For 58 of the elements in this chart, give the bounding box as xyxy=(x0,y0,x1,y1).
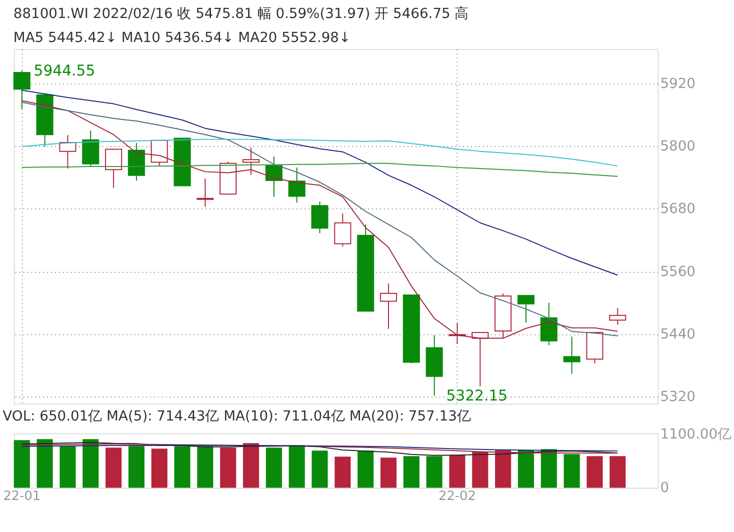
candlestick xyxy=(472,332,489,387)
bar xyxy=(312,450,328,488)
candlestick xyxy=(380,282,398,330)
y-tick-label: 5440 xyxy=(660,326,696,343)
x-tick-label: 22-02 xyxy=(438,489,476,504)
bar xyxy=(449,455,466,488)
candlestick xyxy=(517,294,534,324)
bar xyxy=(288,445,305,488)
bar xyxy=(426,456,442,488)
y-tick-label: 0 xyxy=(660,480,670,496)
line-series xyxy=(21,138,618,166)
candlestick xyxy=(59,134,76,170)
bar xyxy=(610,456,626,488)
x-tick-label: 22-01 xyxy=(3,489,41,504)
text: 881001.WI 2022/02/16 收 5475.81 幅 0.59%(31.97) 开 5466.75 高 xyxy=(13,6,469,22)
bar xyxy=(495,450,512,488)
bar xyxy=(586,456,603,488)
bar xyxy=(403,456,420,488)
y-tick-label: 5800 xyxy=(660,138,696,155)
candlestick xyxy=(288,167,306,203)
bar xyxy=(243,443,260,488)
bar xyxy=(380,458,397,488)
bar xyxy=(518,450,534,488)
candlestick xyxy=(105,148,122,188)
y-tick-label: 5680 xyxy=(660,201,696,218)
bar xyxy=(564,454,580,488)
bar xyxy=(36,439,53,488)
bar xyxy=(174,446,190,488)
bar xyxy=(266,448,282,488)
bar xyxy=(197,446,214,488)
candlestick xyxy=(242,147,260,176)
candlestick xyxy=(540,302,558,346)
bar xyxy=(128,446,144,488)
bar xyxy=(472,452,488,488)
bar xyxy=(82,439,99,488)
text: MA5 5445.42↓ MA10 5436.54↓ MA20 5552.98↓ xyxy=(13,30,351,46)
y-tick-label: 5920 xyxy=(660,76,696,92)
bar xyxy=(334,456,351,488)
bar xyxy=(540,449,557,488)
candlestick xyxy=(311,200,328,234)
y-tick-label: 5320 xyxy=(660,389,696,406)
bar xyxy=(358,450,374,488)
bar xyxy=(220,448,236,488)
candlestick xyxy=(13,70,30,110)
candlestick xyxy=(150,140,168,167)
candlestick xyxy=(196,178,214,208)
bar xyxy=(14,440,30,488)
bar xyxy=(106,448,122,488)
annotation: 5322.15 xyxy=(446,386,508,405)
y-tick-label: 1100.00亿 xyxy=(660,426,732,443)
candlestick xyxy=(334,212,352,247)
bar xyxy=(60,446,76,488)
bar xyxy=(151,448,168,488)
annotation: 5944.55 xyxy=(34,62,96,80)
candlestick xyxy=(609,308,626,326)
candlestick xyxy=(563,336,580,374)
y-tick-label: 5560 xyxy=(660,264,696,280)
text: VOL: 650.01亿 MA(5): 714.43亿 MA(10): 711.04亿 MA(20): 757.13亿 xyxy=(2,408,471,424)
